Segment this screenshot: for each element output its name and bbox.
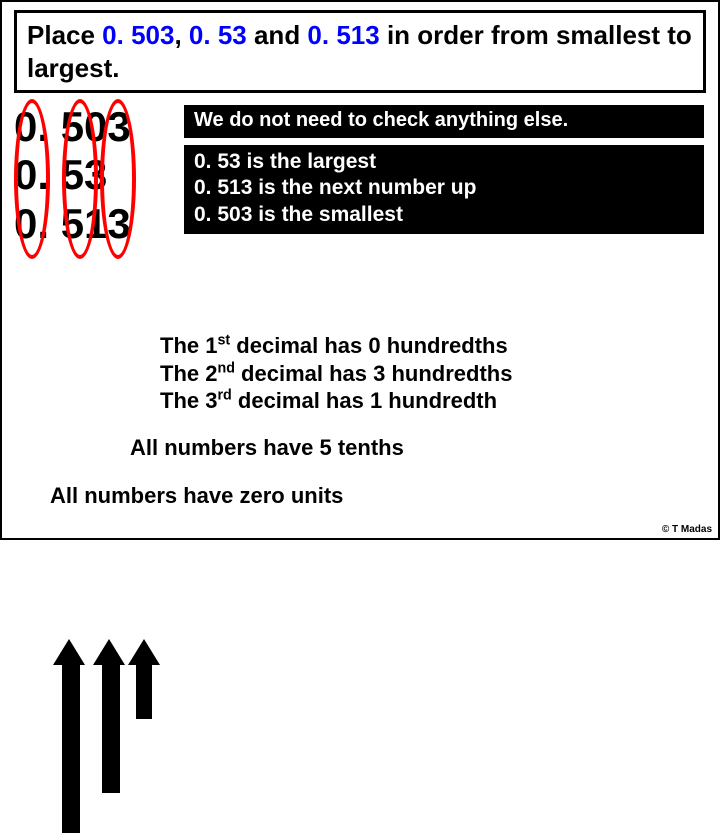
explanation-main: 0. 53 is the largest 0. 513 is the next … [184,145,704,234]
number-stack: 0. 503 0. 53 0. 513 [14,103,131,248]
title-num1: 0. 503 [102,20,174,50]
number-row-2: 0. 53 [14,151,131,199]
hundredths-line-3: The 3rd decimal has 1 hundredth [160,387,512,415]
explain-line-2: 0. 513 is the next number up [194,175,694,201]
number-row-1: 0. 503 [14,103,131,151]
title-num2: 0. 53 [189,20,247,50]
title-pre: Place [27,20,102,50]
hundredths-line-1: The 1st decimal has 0 hundredths [160,332,512,360]
title-sep2: and [247,20,308,50]
credit: © T Madas [662,524,712,535]
title-num3: 0. 513 [307,20,379,50]
units-line: All numbers have zero units [50,482,343,510]
tenths-line: All numbers have 5 tenths [130,434,404,462]
hundredths-line-2: The 2nd decimal has 3 hundredths [160,360,512,388]
explain-line-3: 0. 503 is the smallest [194,202,694,228]
hundredths-lines: The 1st decimal has 0 hundredths The 2nd… [160,332,512,415]
explain-line-1: 0. 53 is the largest [194,149,694,175]
title-sep1: , [174,20,188,50]
explanation-top: We do not need to check anything else. [184,105,704,138]
number-row-3: 0. 513 [14,200,131,248]
question-title: Place 0. 503, 0. 53 and 0. 513 in order … [14,10,706,93]
